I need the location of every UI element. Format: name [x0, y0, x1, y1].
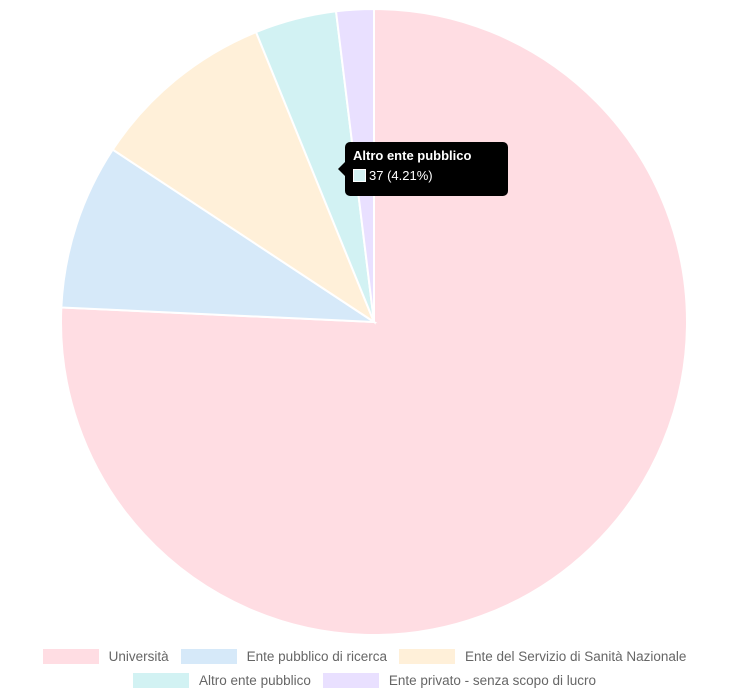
legend-swatch — [133, 673, 190, 688]
legend-row: Altro ente pubblico Ente privato - senza… — [0, 673, 729, 688]
pie-chart — [60, 7, 688, 636]
legend-label: Altro ente pubblico — [199, 673, 311, 688]
tooltip-title: Altro ente pubblico — [353, 148, 472, 163]
legend-swatch — [180, 649, 237, 664]
legend-item-servizio-sanita-nazionale[interactable]: Ente del Servizio di Sanità Nazionale — [398, 649, 687, 664]
legend-label: Università — [108, 649, 169, 664]
legend-swatch — [42, 649, 99, 664]
legend-item-altro-ente-pubblico[interactable]: Altro ente pubblico — [133, 673, 311, 688]
legend-label: Ente pubblico di ricerca — [246, 649, 387, 664]
legend-swatch — [322, 673, 379, 688]
pie-slice-1[interactable] — [60, 148, 378, 324]
chart-tooltip: Altro ente pubblico 37 (4.21%) — [338, 142, 508, 196]
legend-item-ente-privato[interactable]: Ente privato - senza scopo di lucro — [322, 673, 596, 688]
legend-item-ente-pubblico-di-ricerca[interactable]: Ente pubblico di ricerca — [180, 649, 387, 664]
tooltip-swatch — [353, 169, 366, 182]
tooltip-value: 37 (4.21%) — [369, 168, 433, 183]
legend-label: Ente del Servizio di Sanità Nazionale — [464, 649, 687, 664]
legend-row: Università Ente pubblico di ricerca Ente… — [0, 649, 729, 664]
tooltip-row: 37 (4.21%) — [353, 168, 508, 183]
legend-swatch — [398, 649, 455, 664]
pie-slice-2[interactable] — [111, 30, 377, 325]
legend-label: Ente privato - senza scopo di lucro — [388, 673, 596, 688]
pie-slice-0[interactable] — [60, 7, 688, 636]
legend-item-universita[interactable]: Università — [42, 649, 169, 664]
